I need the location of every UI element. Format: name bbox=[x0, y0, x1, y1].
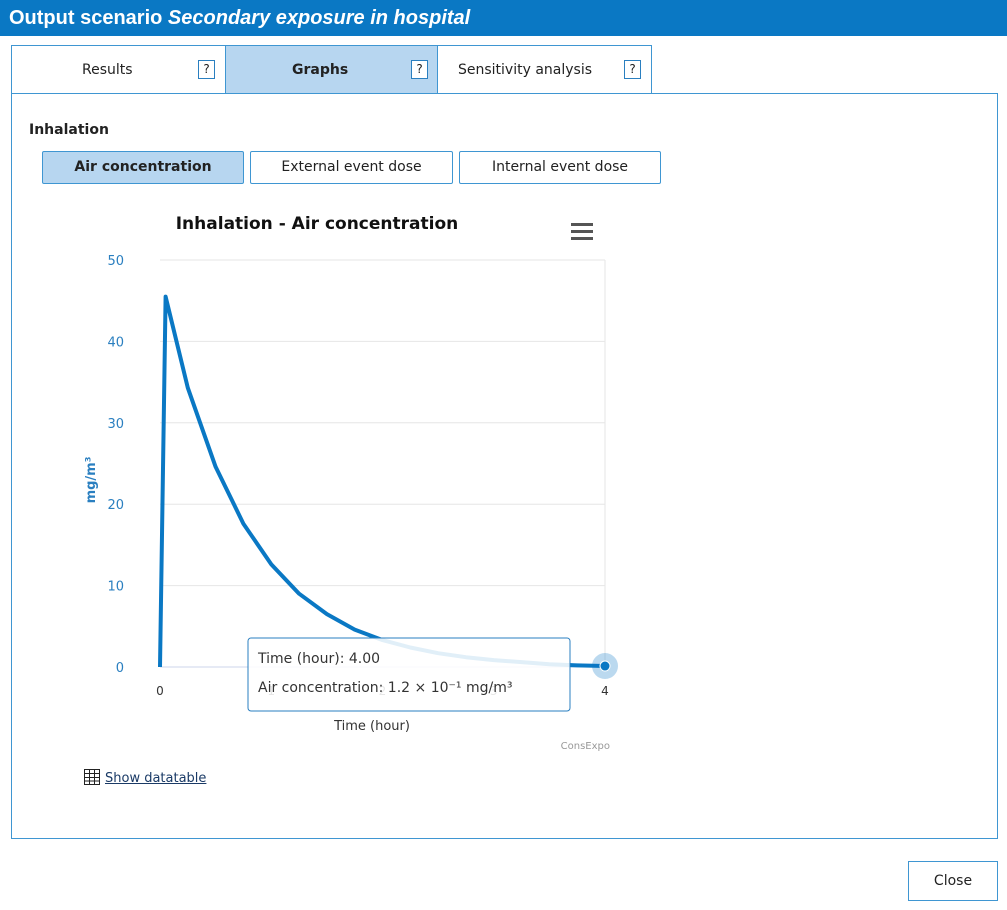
tab-graphs-label: Graphs bbox=[292, 62, 349, 78]
table-icon bbox=[84, 769, 100, 785]
x-tick-label: 4 bbox=[601, 684, 609, 698]
x-tick-label: 0 bbox=[156, 684, 164, 698]
chart-title: Inhalation - Air concentration bbox=[176, 214, 459, 234]
y-tick-label: 10 bbox=[107, 580, 124, 595]
close-button[interactable]: Close bbox=[908, 861, 998, 901]
data-point[interactable] bbox=[599, 660, 611, 672]
y-axis-label: mg/m³ bbox=[84, 457, 99, 504]
tooltip-value: Air concentration: 1.2 × 10⁻¹ mg/m³ bbox=[258, 680, 512, 696]
title-scenario: Secondary exposure in hospital bbox=[167, 7, 471, 29]
tab-sensitivity-analysis-label: Sensitivity analysis bbox=[458, 62, 593, 78]
help-icon[interactable]: ? bbox=[198, 60, 215, 79]
graphs-panel: Inhalation Air concentration External ev… bbox=[11, 93, 998, 839]
y-tick-label: 30 bbox=[107, 417, 124, 432]
show-datatable-label: Show datatable bbox=[105, 771, 207, 786]
chart-series bbox=[158, 294, 606, 668]
tab-results[interactable]: Results ? bbox=[11, 45, 226, 94]
y-tick-labels: 0 10 20 30 40 50 bbox=[107, 254, 124, 676]
x-axis-label: Time (hour) bbox=[333, 719, 410, 734]
hover-point[interactable] bbox=[592, 653, 618, 680]
air-concentration-button[interactable]: Air concentration bbox=[42, 151, 244, 184]
y-tick-label: 0 bbox=[116, 661, 124, 676]
tab-results-label: Results bbox=[82, 62, 133, 78]
series-line bbox=[158, 294, 606, 668]
show-datatable-link[interactable]: Show datatable bbox=[84, 769, 206, 786]
chart-credit: ConsExpo bbox=[561, 741, 610, 752]
y-tick-label: 40 bbox=[107, 335, 124, 350]
tab-sensitivity-analysis[interactable]: Sensitivity analysis ? bbox=[437, 45, 652, 94]
hamburger-icon[interactable] bbox=[570, 222, 594, 242]
y-tick-label: 20 bbox=[107, 498, 124, 513]
chart-tooltip: Time (hour): 4.00 Air concentration: 1.2… bbox=[247, 637, 571, 712]
section-title: Inhalation bbox=[29, 122, 109, 138]
window-title: Output scenario Secondary exposure in ho… bbox=[0, 0, 1007, 36]
y-tick-label: 50 bbox=[107, 254, 124, 269]
tab-graphs[interactable]: Graphs ? bbox=[225, 45, 438, 94]
external-event-dose-button[interactable]: External event dose bbox=[250, 151, 453, 184]
title-prefix: Output scenario bbox=[9, 7, 163, 29]
internal-event-dose-button[interactable]: Internal event dose bbox=[459, 151, 661, 184]
chart-grid bbox=[160, 259, 606, 668]
tooltip-time: Time (hour): 4.00 bbox=[257, 651, 380, 667]
help-icon[interactable]: ? bbox=[411, 60, 428, 79]
help-icon[interactable]: ? bbox=[624, 60, 641, 79]
